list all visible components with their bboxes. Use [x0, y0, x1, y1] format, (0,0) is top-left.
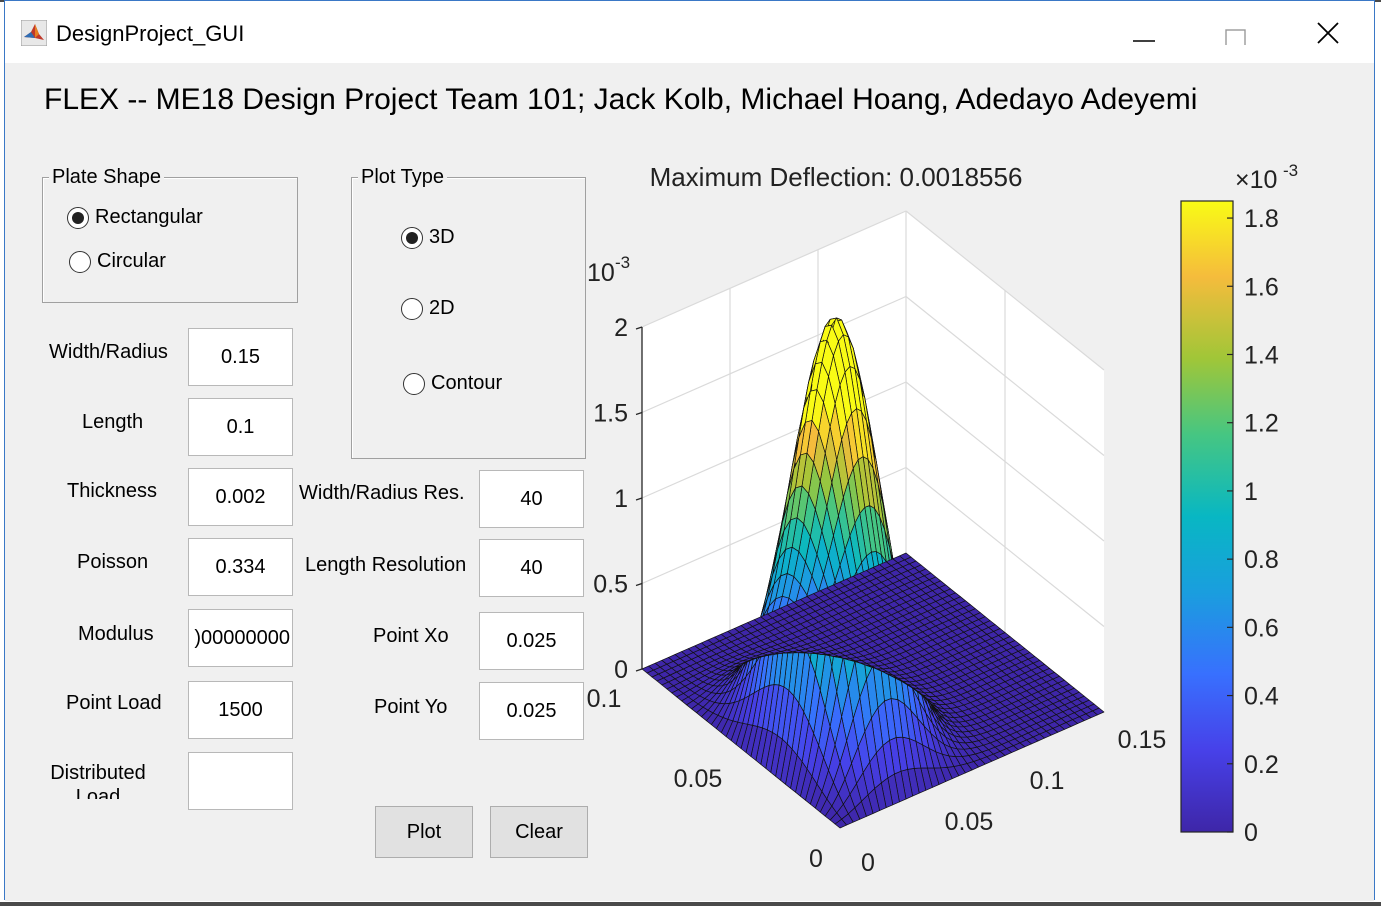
distributed-load-label-wrapper: Distributed Load — [43, 761, 153, 799]
z-tick-label: 0.5 — [593, 571, 628, 599]
poisson-input[interactable]: 0.334 — [188, 538, 293, 596]
x-tick-label: 0.1 — [1030, 767, 1065, 795]
radio-indicator — [69, 250, 91, 273]
plate-shape-panel: Plate Shape Rectangular Circular — [42, 166, 298, 303]
radio-3d[interactable]: 3D — [401, 226, 455, 249]
z-tick-mark — [635, 668, 643, 672]
surface-cell — [641, 665, 654, 674]
length-resolution-input[interactable]: 40 — [479, 539, 584, 597]
colorbar-tick-label: 1.6 — [1244, 273, 1279, 301]
poisson-label: Poisson — [77, 551, 149, 573]
length-label: Length — [82, 411, 144, 433]
point-yo-input[interactable]: 0.025 — [479, 682, 584, 740]
distributed-load-label: Distributed Load — [50, 762, 146, 799]
length-input[interactable]: 0.1 — [188, 398, 293, 456]
axis-labels: Maximum Deflection: 0.0018556 0 0.5 1 1.5 2 10… — [587, 162, 1167, 877]
x-tick-label: 0.15 — [1118, 726, 1167, 754]
modulus-input[interactable]: )00000000 — [188, 609, 293, 667]
width-radius-label: Width/Radius — [49, 341, 168, 363]
plot-button[interactable]: Plot — [375, 806, 473, 858]
plot-title: Maximum Deflection: 0.0018556 — [650, 162, 1023, 192]
z-tick-mark — [635, 582, 643, 587]
colorbar-tick-label: 1.8 — [1244, 205, 1279, 233]
width-radius-res-label: Width/Radius Res. — [299, 482, 465, 504]
y-tick-label: 0 — [809, 845, 823, 873]
colorbar-exponent-label: ×10 — [1235, 166, 1277, 194]
maximize-icon[interactable] — [1213, 13, 1259, 53]
colorbar: 0 0.2 0.4 0.6 0.8 1 1.2 1.4 1.6 1.8 ×10 -3 — [1180, 161, 1298, 847]
point-yo-label: Point Yo — [374, 696, 448, 718]
point-load-input[interactable]: 1500 — [188, 681, 293, 739]
radio-label: Rectangular — [95, 206, 203, 228]
radio-indicator — [403, 372, 425, 395]
colorbar-tick-label: 1 — [1244, 478, 1258, 506]
width-radius-res-input[interactable]: 40 — [479, 470, 584, 528]
plot-type-panel: Plot Type 3D 2D Contour — [351, 166, 586, 459]
length-resolution-label: Length Resolution — [305, 554, 467, 576]
clear-button[interactable]: Clear — [490, 806, 588, 858]
colorbar-exponent-superscript: -3 — [1283, 161, 1298, 180]
z-tick-mark — [635, 326, 643, 330]
page-title: FLEX -- ME18 Design Project Team 101; Ja… — [44, 83, 1198, 116]
title-bar[interactable]: DesignProject_GUI — [5, 1, 1374, 63]
grid-line — [641, 295, 907, 414]
deflection-surface — [641, 317, 1105, 829]
z-tick-label: 1.5 — [593, 400, 628, 428]
window-title: DesignProject_GUI — [56, 21, 245, 46]
y-tick-label: 0.05 — [674, 765, 723, 793]
plot-type-title: Plot Type — [358, 166, 448, 189]
plate-shape-title: Plate Shape — [49, 166, 164, 189]
distributed-load-input[interactable] — [188, 752, 293, 810]
radio-label: Circular — [97, 250, 166, 272]
radio-contour[interactable]: Contour — [403, 372, 502, 395]
radio-selected-indicator — [67, 206, 89, 229]
width-radius-input[interactable]: 0.15 — [188, 328, 293, 386]
point-xo-input[interactable]: 0.025 — [479, 612, 584, 670]
grid-line — [641, 210, 907, 328]
y-tick-label: 0.1 — [587, 685, 622, 713]
z-exponent-label: 10 — [587, 259, 615, 287]
z-tick-label: 0 — [614, 656, 628, 684]
x-tick-label: 0 — [861, 849, 875, 877]
point-xo-label: Point Xo — [373, 625, 449, 647]
desktop-background — [0, 902, 1381, 906]
z-tick-label: 2 — [614, 314, 628, 342]
radio-circular[interactable]: Circular — [69, 250, 166, 273]
radio-rectangular[interactable]: Rectangular — [67, 206, 203, 229]
colorbar-tick-label: 0.6 — [1244, 614, 1279, 642]
matlab-icon — [21, 20, 47, 46]
colorbar-tick-label: 0.8 — [1244, 546, 1279, 574]
colorbar-bar — [1180, 200, 1234, 833]
close-icon[interactable] — [1305, 13, 1351, 53]
z-exponent-superscript: -3 — [615, 253, 630, 272]
modulus-label: Modulus — [78, 623, 154, 645]
radio-2d[interactable]: 2D — [401, 297, 455, 320]
radio-indicator — [401, 297, 423, 320]
x-tick-label: 0.05 — [945, 808, 994, 836]
colorbar-tick-label: 0.2 — [1244, 751, 1279, 779]
colorbar-tick-label: 1.2 — [1244, 410, 1279, 438]
colorbar-tick-label: 0.4 — [1244, 683, 1279, 711]
radio-selected-indicator — [401, 226, 423, 249]
z-tick-mark — [635, 411, 643, 416]
thickness-input[interactable]: 0.002 — [188, 468, 293, 526]
colorbar-tick-label: 0 — [1244, 819, 1258, 847]
point-load-label: Point Load — [66, 692, 162, 714]
radio-label: Contour — [431, 372, 503, 394]
radio-label: 2D — [429, 297, 455, 319]
colorbar-tick-label: 1.4 — [1244, 341, 1279, 369]
minimize-icon[interactable] — [1121, 13, 1167, 53]
radio-label: 3D — [429, 226, 455, 248]
thickness-label: Thickness — [67, 480, 158, 502]
z-tick-label: 1 — [614, 485, 628, 513]
z-tick-mark — [635, 497, 643, 501]
